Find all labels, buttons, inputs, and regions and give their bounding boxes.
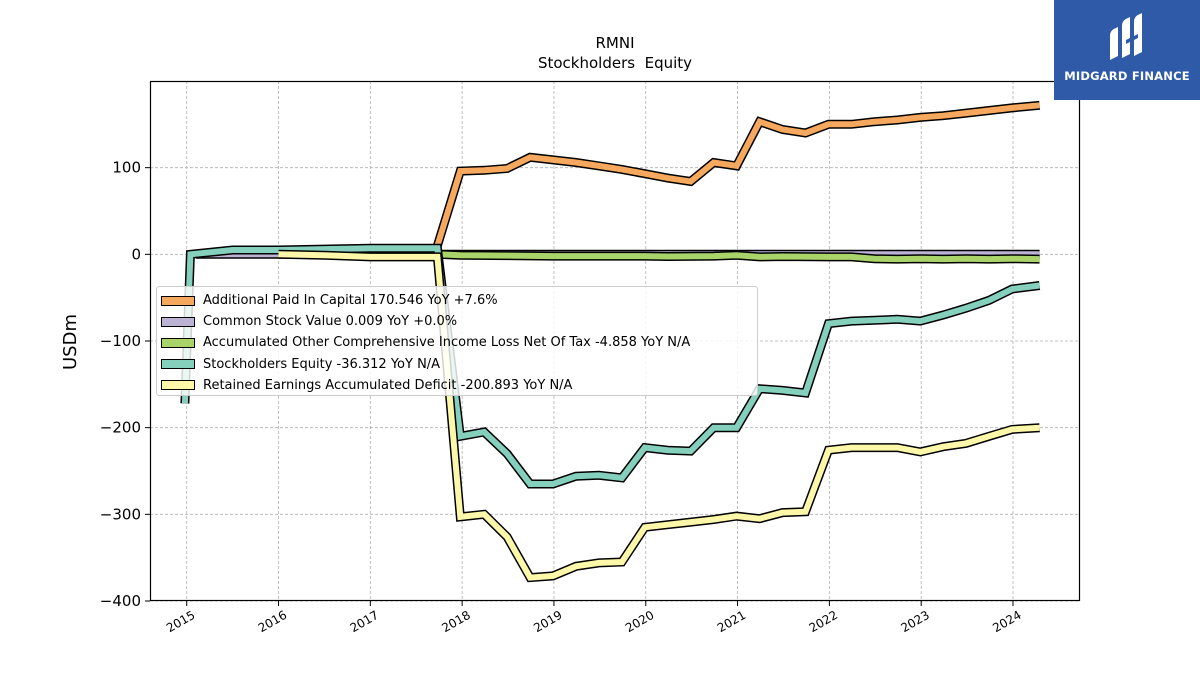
legend-label: Additional Paid In Capital 170.546 YoY +… (203, 293, 498, 309)
legend: Additional Paid In Capital 170.546 YoY +… (156, 286, 758, 396)
x-tick-label: 2016 (256, 608, 289, 635)
x-tick-label: 2020 (623, 608, 656, 635)
y-tick-label: −300 (100, 505, 141, 523)
legend-swatch (161, 337, 195, 348)
plot-frame (149, 80, 1081, 602)
series-line-core (278, 251, 1040, 581)
legend-swatch (161, 380, 195, 391)
legend-swatch (161, 295, 195, 306)
legend-label: Stockholders Equity -36.312 YoY N/A (203, 356, 441, 372)
legend-item: Retained Earnings Accumulated Deficit -2… (161, 375, 757, 396)
x-tick-label: 2018 (439, 608, 472, 635)
series-line (180, 243, 1041, 489)
y-tick-label: −200 (100, 419, 141, 437)
y-tick-label: −100 (100, 332, 141, 350)
x-tick-label: 2017 (348, 608, 381, 635)
series-line-core (437, 251, 1040, 263)
chart-title: RMNI (595, 34, 634, 52)
series-line-core (181, 245, 1040, 487)
x-tick-label: 2023 (898, 608, 931, 635)
series-layer (180, 100, 1041, 583)
series-line (437, 249, 1040, 264)
x-tick-label: 2019 (531, 608, 564, 635)
brand-logo: MIDGARD FINANCE (1054, 0, 1200, 100)
x-tick-label: 2021 (715, 608, 748, 635)
legend-item: Accumulated Other Comprehensive Income L… (161, 332, 757, 353)
legend-swatch (161, 316, 195, 327)
midgard-logo-icon (1110, 13, 1142, 60)
x-tick-label: 2015 (164, 608, 197, 635)
legend-label: Retained Earnings Accumulated Deficit -2… (203, 377, 573, 393)
y-tick-label: 0 (131, 245, 141, 263)
y-tick-label: −400 (100, 592, 141, 610)
series-line (278, 249, 1040, 583)
y-tick-label: 100 (112, 159, 141, 177)
legend-item: Common Stock Value 0.009 YoY +0.0% (161, 311, 757, 332)
x-tick-label: 2022 (807, 608, 840, 635)
legend-swatch (161, 359, 195, 370)
series-line-core (434, 102, 1040, 247)
x-tick-label: 2024 (990, 608, 1023, 635)
series-line (433, 100, 1041, 248)
legend-label: Common Stock Value 0.009 YoY +0.0% (203, 314, 458, 330)
chart-subtitle: Stockholders Equity (538, 54, 692, 72)
legend-item: Stockholders Equity -36.312 YoY N/A (161, 354, 757, 375)
brand-logo-text: MIDGARD FINANCE (1064, 69, 1190, 83)
legend-item: Additional Paid In Capital 170.546 YoY +… (161, 290, 757, 311)
y-axis-label: USDm (60, 314, 81, 370)
legend-label: Accumulated Other Comprehensive Income L… (203, 335, 691, 351)
axes: 100 0 −100 −200 −300 −400 2015 2016 2017 2018 2019… (100, 159, 1024, 636)
series-line-outline (433, 100, 1041, 248)
